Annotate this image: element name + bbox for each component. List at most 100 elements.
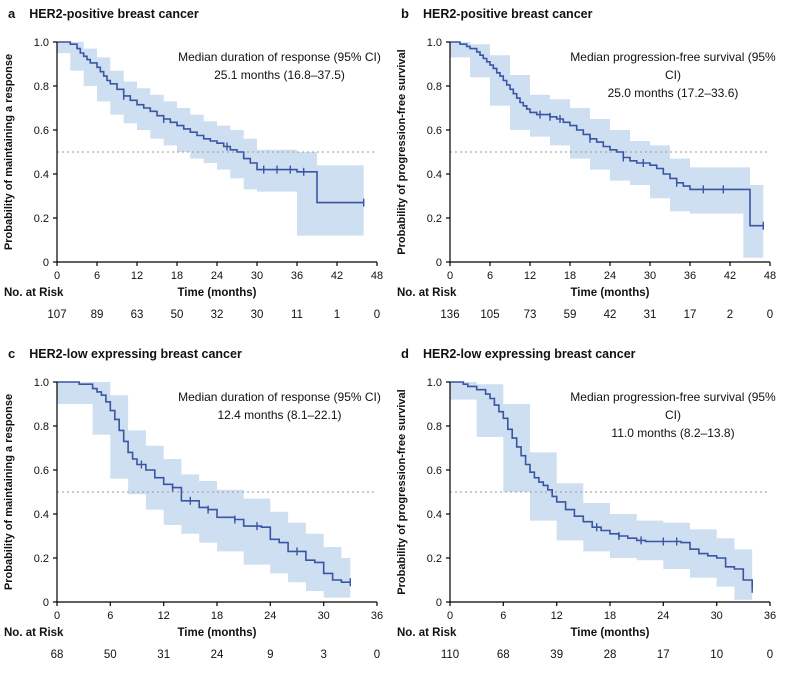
annotation-line-1: Median duration of response (95% CI) [178, 50, 381, 64]
y-tick-label: 1.0 [34, 37, 49, 49]
panel-title: HER2-low expressing breast cancer [422, 347, 636, 361]
y-tick-label: 0.6 [427, 465, 442, 477]
km-plot-a: 0 0.2 0.4 0.6 0.8 1.0 0 6 12 18 24 30 36 42 48 Time (mo… [3, 37, 383, 321]
x-tick-label: 12 [551, 610, 563, 622]
y-tick-label: 0 [43, 597, 49, 609]
y-tick-label: 0.8 [427, 421, 442, 433]
y-tick-label: 0.4 [34, 169, 49, 181]
km-plot-host-d: 0 0.2 0.4 0.6 0.8 1.0 0 6 12 18 24 30 36 Time (months… [393, 368, 787, 673]
risk-value: 0 [374, 649, 380, 661]
x-tick-label: 30 [644, 270, 656, 282]
x-axis-label: Time (months) [177, 627, 256, 639]
risk-value: 32 [211, 309, 224, 321]
x-tick-label: 6 [107, 610, 113, 622]
km-curve [57, 41, 364, 204]
x-tick-label: 0 [447, 610, 453, 622]
x-tick-label: 24 [264, 610, 276, 622]
risk-value: 68 [497, 649, 510, 661]
risk-value: 50 [171, 309, 184, 321]
y-tick-label: 0.6 [34, 125, 49, 137]
x-tick-label: 48 [764, 270, 776, 282]
annotation-line-1: Median duration of response (95% CI) [178, 390, 381, 404]
risk-value: 136 [440, 309, 459, 321]
risk-value: 42 [604, 309, 617, 321]
x-tick-label: 12 [131, 270, 143, 282]
x-tick-label: 36 [371, 610, 383, 622]
risk-value: 0 [374, 309, 380, 321]
x-tick-label: 6 [94, 270, 100, 282]
x-tick-label: 0 [54, 270, 60, 282]
risk-value: 11 [291, 309, 303, 321]
risk-value: 105 [480, 309, 499, 321]
risk-value: 50 [104, 649, 117, 661]
x-tick-label: 36 [291, 270, 303, 282]
panel-letter: a [8, 6, 16, 21]
median-annotation: Median progression-free survival (95% CI… [561, 48, 785, 102]
risk-value: 17 [657, 649, 670, 661]
risk-value: 59 [564, 309, 577, 321]
confidence-band [450, 42, 764, 258]
panel-title: HER2-low expressing breast cancer [29, 347, 242, 361]
panel-d: d HER2-low expressing breast cancer Medi… [393, 340, 787, 681]
annotation-line-2: 25.1 months (16.8–37.5) [214, 68, 345, 82]
km-plot-host-a: 0 0.2 0.4 0.6 0.8 1.0 0 6 12 18 24 30 36 42 48 Time (mo… [0, 28, 393, 333]
median-annotation: Median duration of response (95% CI) 25.… [168, 48, 391, 84]
km-plot-d: 0 0.2 0.4 0.6 0.8 1.0 0 6 12 18 24 30 36 Time (months… [396, 377, 776, 661]
y-tick-label: 0 [436, 597, 442, 609]
risk-value: 73 [524, 309, 537, 321]
risk-value: 28 [604, 649, 617, 661]
risk-value: 107 [47, 309, 66, 321]
x-tick-label: 24 [604, 270, 616, 282]
x-tick-label: 12 [158, 610, 170, 622]
confidence-band [57, 382, 351, 598]
panel-letter: c [8, 346, 16, 361]
x-tick-label: 18 [171, 270, 183, 282]
risk-value: 9 [267, 649, 273, 661]
y-tick-label: 0.4 [34, 509, 49, 521]
x-tick-label: 30 [251, 270, 263, 282]
x-tick-label: 30 [318, 610, 330, 622]
panel-letter: b [401, 6, 409, 21]
risk-table-label: No. at Risk [4, 627, 64, 639]
x-tick-label: 42 [331, 270, 343, 282]
y-tick-label: 0.8 [427, 81, 442, 93]
x-tick-label: 24 [211, 270, 223, 282]
risk-value: 68 [51, 649, 64, 661]
y-tick-label: 0 [436, 257, 442, 269]
panel-a: a HER2-positive breast cancer Median dur… [0, 0, 393, 340]
y-axis-label: Probability of maintaining a response [3, 394, 15, 590]
km-plot-host-c: 0 0.2 0.4 0.6 0.8 1.0 0 6 12 18 24 30 36 Time (months… [0, 368, 393, 673]
risk-value: 3 [320, 649, 326, 661]
x-tick-label: 6 [487, 270, 493, 282]
y-axis-label: Probability of progression-free survival [396, 49, 408, 254]
x-tick-label: 36 [764, 610, 776, 622]
y-tick-label: 1.0 [427, 377, 442, 389]
median-annotation: Median progression-free survival (95% CI… [561, 388, 785, 442]
risk-table-label: No. at Risk [397, 287, 457, 299]
x-tick-label: 6 [500, 610, 506, 622]
annotation-line-2: 11.0 months (8.2–13.8) [611, 426, 735, 440]
km-curve [450, 381, 753, 589]
risk-value: 110 [441, 649, 459, 661]
x-tick-label: 48 [371, 270, 383, 282]
x-axis-label: Time (months) [570, 627, 649, 639]
y-tick-label: 0.8 [34, 421, 49, 433]
x-axis-label: Time (months) [570, 287, 649, 299]
x-tick-label: 18 [564, 270, 576, 282]
x-tick-label: 18 [211, 610, 223, 622]
annotation-line-1: Median progression-free survival (95% CI… [570, 390, 776, 422]
risk-value: 1 [334, 309, 340, 321]
km-plot-host-b: 0 0.2 0.4 0.6 0.8 1.0 0 6 12 18 24 30 36 42 48 Time (mo… [393, 28, 787, 333]
panel-header: c HER2-low expressing breast cancer [0, 346, 393, 368]
x-tick-label: 18 [604, 610, 616, 622]
risk-value: 89 [91, 309, 104, 321]
risk-table-label: No. at Risk [397, 627, 457, 639]
y-tick-label: 0.4 [427, 169, 442, 181]
y-tick-label: 0.2 [427, 553, 442, 565]
y-tick-label: 0.4 [427, 509, 442, 521]
risk-value: 2 [727, 309, 733, 321]
risk-value: 31 [157, 649, 170, 661]
risk-value: 31 [644, 309, 657, 321]
